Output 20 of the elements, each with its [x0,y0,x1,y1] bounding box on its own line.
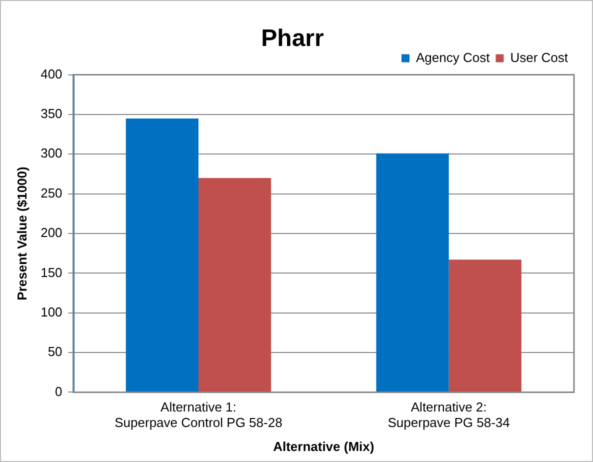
y-tick-label: 250 [40,185,62,200]
y-tick-label: 150 [40,264,62,280]
chart-title: Pharr [261,25,324,52]
bar [126,118,198,392]
x-tick-label: Alternative 2: Superpave PG 58-34 [388,400,510,430]
y-tick-label: 200 [40,225,62,240]
x-tick-label: Alternative 1: Superpave Control PG 58-28 [114,400,282,430]
y-tick-label: 400 [40,66,62,82]
y-tick-label: 300 [40,146,62,161]
y-tick-label: 100 [40,304,62,320]
y-axis-title: Present Value ($1000) [14,166,30,300]
y-tick-label: 0 [55,384,62,399]
y-tick-label: 350 [40,106,62,122]
legend-label: Agency Cost [416,50,490,65]
bar [198,178,272,392]
x-axis-title: Alternative (Mix) [273,438,374,454]
bar [448,260,522,392]
bar [376,153,449,392]
legend-label: User Cost [510,50,568,65]
y-tick-label: 50 [48,344,62,360]
